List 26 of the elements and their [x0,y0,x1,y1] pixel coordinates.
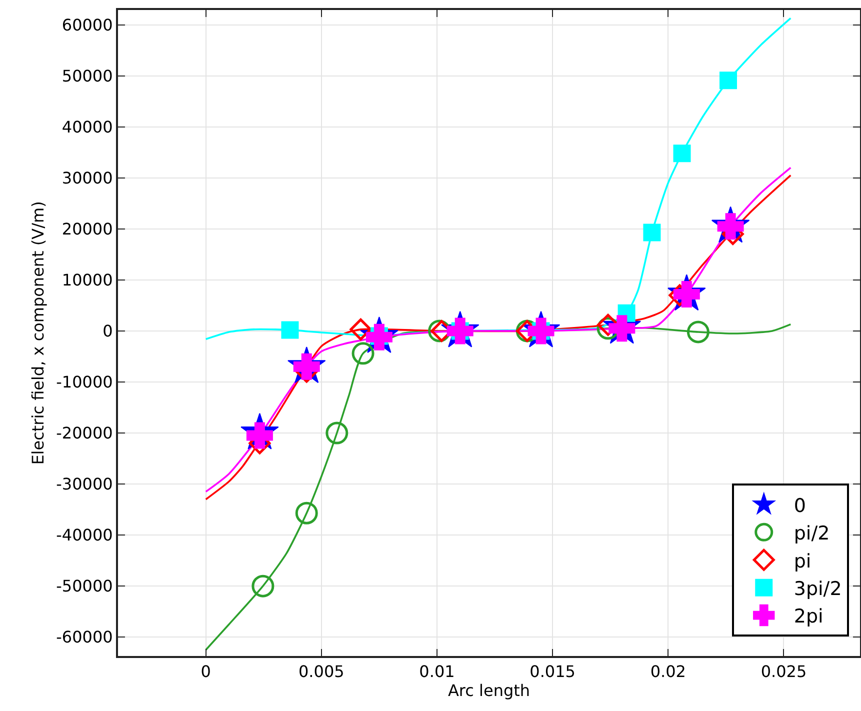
y-tick-label: 30000 [62,168,113,188]
legend-label: pi [794,550,812,572]
y-tick-label: -20000 [56,424,113,443]
legend-label: 0 [794,494,806,517]
y-tick-label: -40000 [56,526,113,545]
legend-label: 3pi/2 [794,578,842,600]
legend-label: pi/2 [794,522,830,545]
y-tick-label: -10000 [56,372,113,392]
legend-label: 2pi [794,606,824,628]
y-tick-label: 60000 [62,15,113,34]
y-tick-label: 10000 [62,270,113,290]
y-tick-label: 40000 [62,117,113,136]
x-tick-label: 0.025 [760,662,807,682]
y-tick-label: -50000 [56,576,113,596]
x-axis-title: Arc length [448,681,530,700]
x-tick-label: 0.01 [419,662,455,682]
x-tick-label: 0.02 [650,662,686,682]
x-tick-label: 0.005 [298,662,344,682]
x-tick-label: 0 [200,662,211,682]
y-axis-title: Electric field, x component (V/m) [28,201,48,465]
y-tick-label: 0 [102,322,113,341]
y-tick-label: -30000 [56,474,113,494]
y-tick-label: 50000 [62,66,113,86]
y-tick-label: -60000 [56,628,113,647]
x-tick-label: 0.015 [530,662,576,682]
y-tick-label: 20000 [62,220,113,239]
